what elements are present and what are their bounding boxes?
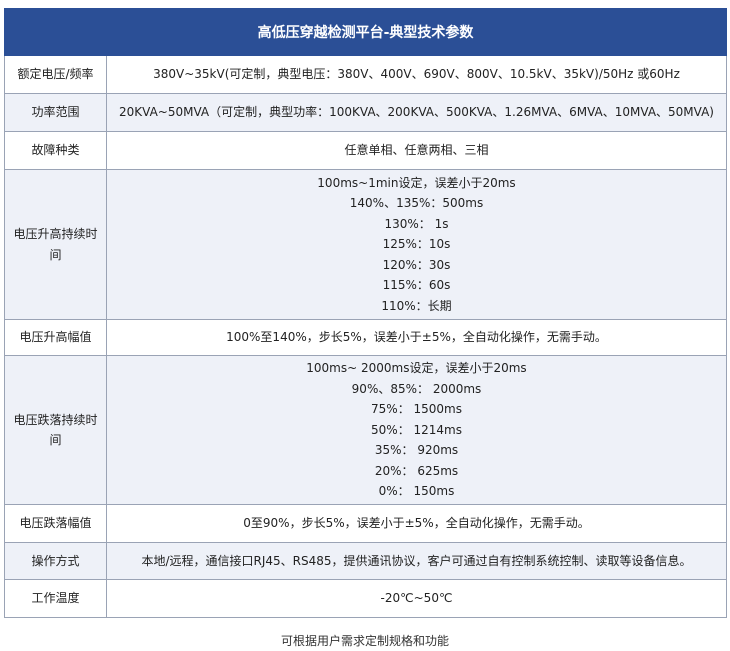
row-value: 100ms~1min设定，误差小于20ms 140%、135%：500ms 130%… — [106, 169, 727, 320]
row-label: 额定电压/频率 — [4, 55, 107, 94]
row-value: 380V~35kV(可定制，典型电压：380V、400V、690V、800V、1… — [106, 55, 727, 94]
value-line: 140%、135%：500ms — [349, 196, 484, 211]
row-value: -20℃~50℃ — [106, 579, 727, 618]
value-line: 115%：60s — [382, 278, 451, 293]
row-label: 故障种类 — [4, 131, 107, 170]
value-line: 50%： 1214ms — [371, 422, 462, 437]
value-line: 100ms~ 2000ms设定，误差小于20ms — [306, 361, 527, 376]
table-row: 电压升高持续时间 100ms~1min设定，误差小于20ms 140%、135%：5… — [4, 169, 727, 320]
row-label: 电压跌落持续时间 — [4, 355, 107, 505]
table-row: 电压升高幅值 100%至140%，步长5%，误差小于±5%，全自动化操作，无需手动… — [4, 319, 727, 356]
row-label: 电压升高持续时间 — [4, 169, 107, 320]
value-line: 本地/远程，通信接口RJ45、RS485，提供通讯协议，客户可通过自有控制系统控… — [141, 553, 692, 568]
table-row: 故障种类 任意单相、任意两相、三相 — [4, 131, 727, 170]
value-line: 35%： 920ms — [374, 443, 459, 458]
value-line: 90%、85%： 2000ms — [351, 381, 482, 396]
value-line: 100%至140%，步长5%，误差小于±5%，全自动化操作，无需手动。 — [226, 330, 607, 345]
table-row: 功率范围 20KVA~50MVA（可定制，典型功率：100KVA、200KVA、5… — [4, 93, 727, 132]
value-line: 20KVA~50MVA（可定制，典型功率：100KVA、200KVA、500KV… — [119, 105, 714, 120]
table-row: 操作方式 本地/远程，通信接口RJ45、RS485，提供通讯协议，客户可通过自有控… — [4, 542, 727, 580]
row-value: 100%至140%，步长5%，误差小于±5%，全自动化操作，无需手动。 — [106, 319, 727, 356]
row-label: 电压跌落幅值 — [4, 504, 107, 543]
value-line: 任意单相、任意两相、三相 — [344, 143, 489, 158]
value-line: 125%：10s — [382, 237, 451, 252]
row-value: 本地/远程，通信接口RJ45、RS485，提供通讯协议，客户可通过自有控制系统控… — [106, 542, 727, 580]
row-value: 0至90%，步长5%，误差小于±5%，全自动化操作，无需手动。 — [106, 504, 727, 543]
table-row: 额定电压/频率 380V~35kV(可定制，典型电压：380V、400V、690V… — [4, 55, 727, 94]
value-line: 20%： 625ms — [374, 463, 459, 478]
value-line: 0至90%，步长5%，误差小于±5%，全自动化操作，无需手动。 — [243, 516, 590, 531]
value-line: 0%： 150ms — [378, 484, 455, 499]
value-line: -20℃~50℃ — [380, 591, 453, 606]
row-value: 20KVA~50MVA（可定制，典型功率：100KVA、200KVA、500KV… — [106, 93, 727, 132]
value-line: 110%：长期 — [381, 298, 452, 313]
value-line: 100ms~1min设定，误差小于20ms — [317, 175, 516, 190]
row-label: 工作温度 — [4, 579, 107, 618]
table-title: 高低压穿越检测平台-典型技术参数 — [4, 8, 727, 56]
caption: 可根据用户需求定制规格和功能 — [280, 634, 449, 648]
value-line: 130%： 1s — [384, 216, 449, 231]
value-line: 380V~35kV(可定制，典型电压：380V、400V、690V、800V、1… — [153, 67, 680, 82]
row-label: 电压升高幅值 — [4, 319, 107, 356]
spec-table: 高低压穿越检测平台-典型技术参数 额定电压/频率 380V~35kV(可定制，典型… — [4, 8, 727, 618]
table-row: 电压跌落幅值 0至90%，步长5%，误差小于±5%，全自动化操作，无需手动。 — [4, 504, 727, 543]
row-value: 100ms~ 2000ms设定，误差小于20ms 90%、85%： 2000ms 7… — [106, 355, 727, 505]
row-label: 操作方式 — [4, 542, 107, 580]
row-value: 任意单相、任意两相、三相 — [106, 131, 727, 170]
table-row: 工作温度 -20℃~50℃ — [4, 579, 727, 618]
value-line: 120%：30s — [382, 257, 451, 272]
table-row: 电压跌落持续时间 100ms~ 2000ms设定，误差小于20ms 90%、85%：… — [4, 355, 727, 505]
value-line: 75%： 1500ms — [371, 402, 462, 417]
row-label: 功率范围 — [4, 93, 107, 132]
